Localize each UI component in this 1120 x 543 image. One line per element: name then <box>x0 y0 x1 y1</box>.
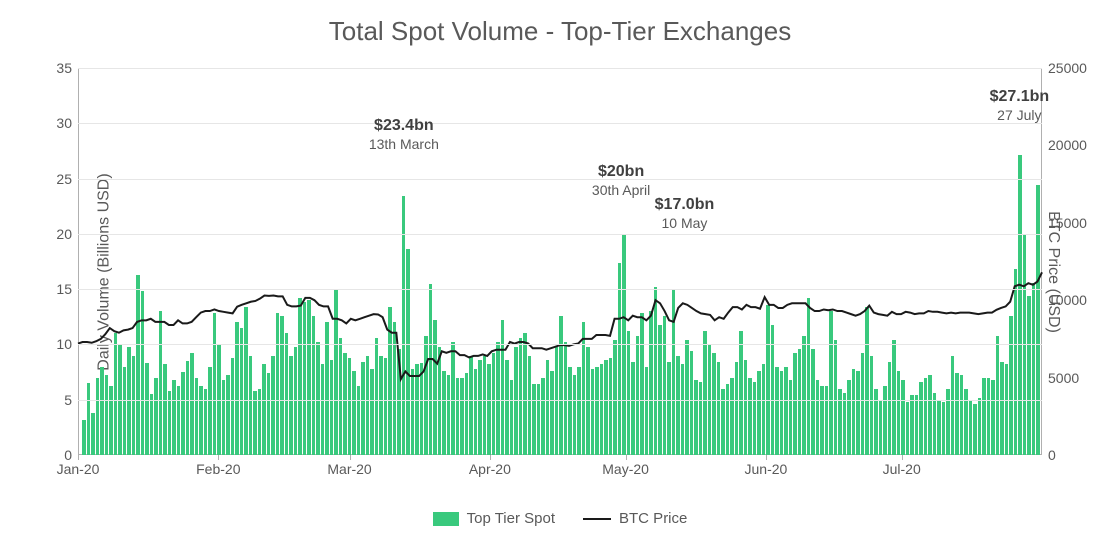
annotation-value: $27.1bn <box>990 87 1050 107</box>
legend-label-bars: Top Tier Spot <box>467 510 555 527</box>
x-tick-mark <box>626 455 627 460</box>
legend-swatch-line <box>583 518 611 520</box>
y-left-tick: 10 <box>56 336 78 352</box>
y-right-tick: 10000 <box>1042 292 1087 308</box>
annotation-value: $23.4bn <box>369 116 439 136</box>
legend-item-line: BTC Price <box>583 510 687 527</box>
gridline <box>78 289 1042 290</box>
line-series <box>78 68 1042 455</box>
x-tick-mark <box>350 455 351 460</box>
plot-area: 051015202530350500010000150002000025000J… <box>78 68 1042 455</box>
legend: Top Tier Spot BTC Price <box>0 510 1120 527</box>
y-left-tick: 15 <box>56 281 78 297</box>
chart-container: Total Spot Volume - Top-Tier Exchanges D… <box>0 0 1120 543</box>
gridline <box>78 344 1042 345</box>
gridline <box>78 123 1042 124</box>
gridline <box>78 68 1042 69</box>
y-left-tick: 30 <box>56 115 78 131</box>
y-left-tick: 5 <box>64 392 78 408</box>
legend-label-line: BTC Price <box>619 510 687 527</box>
chart-title: Total Spot Volume - Top-Tier Exchanges <box>0 16 1120 47</box>
x-tick-mark <box>218 455 219 460</box>
annotation-date: 10 May <box>655 215 715 233</box>
y-right-tick: 0 <box>1042 447 1056 463</box>
annotation-value: $20bn <box>592 162 650 182</box>
annotation-date: 30th April <box>592 182 650 200</box>
gridline <box>78 179 1042 180</box>
annotation-date: 13th March <box>369 136 439 154</box>
y-right-tick: 5000 <box>1042 370 1079 386</box>
annotation: $23.4bn13th March <box>369 116 439 154</box>
y-left-tick: 35 <box>56 60 78 76</box>
gridline <box>78 400 1042 401</box>
y-right-tick: 25000 <box>1042 60 1087 76</box>
legend-item-bars: Top Tier Spot <box>433 510 555 527</box>
x-tick-mark <box>78 455 79 460</box>
x-tick-mark <box>766 455 767 460</box>
gridline <box>78 234 1042 235</box>
annotation-value: $17.0bn <box>655 195 715 215</box>
annotation: $27.1bn27 July <box>990 87 1050 125</box>
annotation: $20bn30th April <box>592 162 650 200</box>
annotation: $17.0bn10 May <box>655 195 715 233</box>
y-right-tick: 20000 <box>1042 137 1087 153</box>
annotation-date: 27 July <box>990 107 1050 125</box>
y-right-tick: 15000 <box>1042 215 1087 231</box>
x-tick-mark <box>902 455 903 460</box>
y-left-tick: 25 <box>56 171 78 187</box>
x-tick-mark <box>490 455 491 460</box>
y-left-tick: 20 <box>56 226 78 242</box>
legend-swatch-bar <box>433 512 459 526</box>
